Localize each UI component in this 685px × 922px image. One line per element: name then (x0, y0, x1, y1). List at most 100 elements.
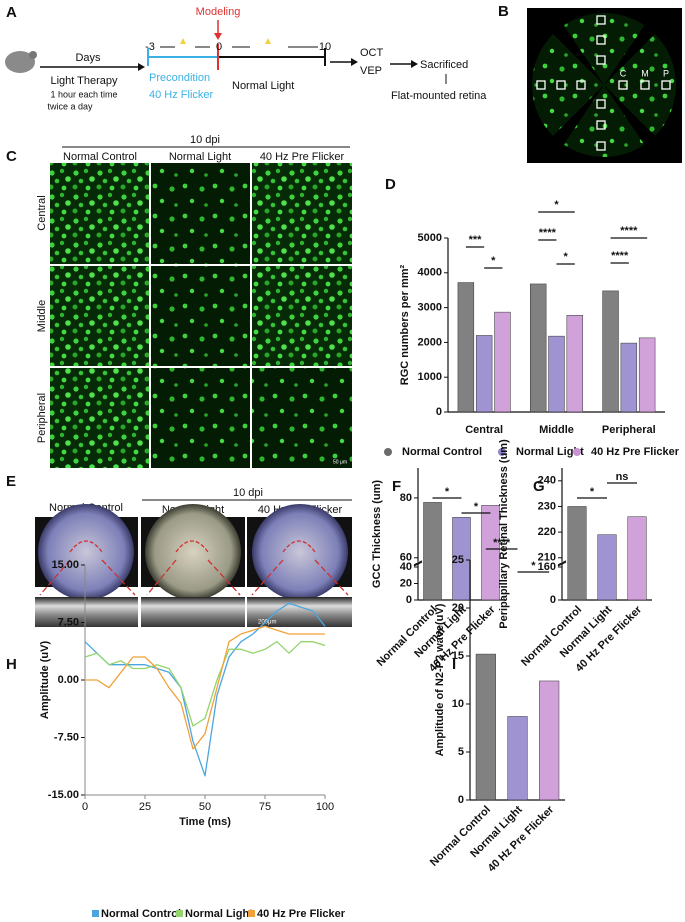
bar (597, 534, 617, 601)
y-tick-label: 0.00 (58, 674, 79, 686)
y-tick-label: 80 (400, 492, 412, 504)
y-axis-label: Amplitude of N2-P2 wave(uV) (434, 603, 446, 756)
bar (620, 342, 638, 413)
line-series (85, 625, 325, 750)
bar (481, 505, 500, 601)
y-tick-label: -15.00 (48, 789, 79, 801)
y-tick-label: 0 (436, 406, 442, 418)
modeling: Modeling (196, 6, 241, 18)
y-tick-label: 210 (538, 552, 556, 564)
significance-label: **** (611, 250, 629, 262)
group-label: 10 dpi (233, 487, 263, 499)
bar (539, 680, 560, 801)
y-tick-label: -7.50 (54, 731, 79, 743)
y-tick-label: 240 (538, 475, 556, 487)
panel-a: A Days Light Therapy 1 hour each time tw… (5, 4, 487, 111)
bar (548, 335, 565, 413)
bar (638, 337, 656, 413)
arrow-head (214, 33, 222, 40)
y-tick-label: 15 (452, 650, 464, 662)
vep: VEP (360, 65, 382, 77)
column-label: Normal Control (63, 151, 137, 163)
y-tick-label: 15.00 (51, 559, 79, 571)
days: Days (75, 52, 101, 64)
panel-label: G (533, 478, 545, 495)
light-icon (180, 38, 271, 44)
oct-scans (35, 597, 352, 627)
panel-e: E 10 dpi Normal Control Normal Light 40 … (6, 473, 352, 627)
panel-label: C (6, 148, 17, 165)
row-label: Middle (36, 300, 48, 332)
x-tick-label: Central (465, 424, 503, 436)
y-tick-label: 7.50 (58, 616, 79, 628)
precondition: Precondition (149, 72, 210, 84)
significance-label: * (590, 486, 595, 498)
mouse-ear (29, 51, 37, 59)
x-tick-label: Peripheral (602, 424, 656, 436)
column-label: 40 Hz Pre Flicker (260, 151, 345, 163)
note: 1 hour each time (50, 89, 117, 99)
panel-label: B (498, 3, 509, 20)
x-tick-label: 75 (259, 801, 271, 813)
y-tick-label: 220 (538, 526, 556, 538)
y-axis-label: RGC numbers per mm² (399, 264, 411, 385)
y-tick-label: 0 (458, 794, 464, 806)
fundus-images (35, 504, 352, 600)
line-series (84, 602, 326, 777)
y-tick-label: 20 (400, 577, 412, 589)
significance-label: * (445, 486, 450, 498)
x-tick-label: Middle (539, 424, 574, 436)
y-tick-label: 5000 (418, 232, 442, 244)
legend-marker (176, 910, 183, 917)
y-tick-label: 10 (452, 698, 464, 710)
normal-light: Normal Light (232, 80, 294, 92)
scale-bar: 50 μm (333, 459, 347, 465)
sacrificed: Sacrificed (420, 59, 468, 71)
bar (494, 311, 511, 413)
legend-marker (573, 448, 581, 456)
axis-break (413, 560, 423, 567)
panel-label: D (385, 176, 396, 193)
significance-label: * (554, 199, 559, 211)
significance-label: ns (616, 471, 629, 483)
panel-label: A (6, 4, 17, 21)
significance-label: * (531, 560, 536, 572)
y-tick-label: 3000 (418, 302, 442, 314)
retina: Flat-mounted retina (391, 90, 487, 102)
y-axis-label: Peripapillary Retinal Thickness (um) (498, 439, 510, 629)
legend-label: Normal Control (402, 446, 482, 458)
bar (602, 290, 619, 413)
group-label: 10 dpi (190, 134, 220, 146)
bar (452, 517, 471, 601)
x-tick-label: 100 (316, 801, 334, 813)
y-axis-label: GCC Thickness (um) (371, 480, 383, 589)
panel-label: E (6, 473, 16, 490)
bar (475, 335, 493, 413)
x-tick-label: 0 (82, 801, 88, 813)
legend-label: Normal Light (185, 908, 253, 920)
significance-label: * (491, 255, 496, 267)
bar (457, 282, 475, 413)
line-series (84, 641, 326, 727)
legend-marker (498, 448, 506, 456)
timeline-label: 0 (216, 41, 222, 53)
y-tick-label: 60 (400, 552, 412, 564)
significance-label: **** (620, 225, 638, 237)
y-tick-label: 4000 (418, 267, 442, 279)
legend-label: 40 Hz Pre Flicker (591, 446, 680, 458)
x-axis-label: Time (ms) (179, 816, 231, 828)
sample-squares (536, 15, 671, 151)
arrow-head (138, 63, 145, 71)
oct: OCT (360, 47, 384, 59)
region-label: M (641, 68, 649, 78)
y-tick-label: 230 (538, 500, 556, 512)
y-tick-label: 0 (406, 594, 412, 606)
region-label: P (663, 68, 669, 78)
column-label: Normal Light (169, 151, 231, 163)
bar (507, 716, 528, 801)
scale-bar: 200μm (258, 620, 276, 626)
mouse-icon (5, 51, 35, 73)
axis-break (557, 560, 567, 567)
timeline-label: 10 (319, 41, 331, 53)
significance-label: **** (493, 537, 511, 549)
